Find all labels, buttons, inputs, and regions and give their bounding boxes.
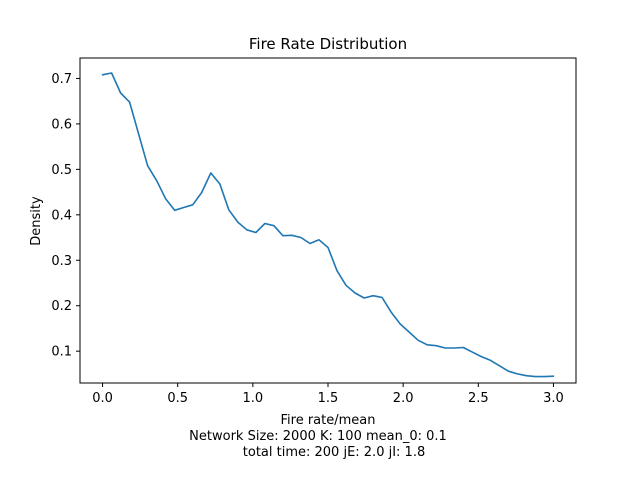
x-axis: 0.0 0.5 1.0 1.5 2.0 2.5 3.0	[92, 383, 564, 406]
note-line-1: Network Size: 2000 K: 100 mean_0: 0.1	[189, 429, 447, 444]
y-tick-label: 0.2	[51, 299, 72, 314]
x-tick-label: 2.0	[393, 391, 414, 406]
x-tick-label: 3.0	[543, 391, 564, 406]
x-tick-label: 0.0	[92, 391, 113, 406]
note-line-2: total time: 200 jE: 2.0 jI: 1.8	[243, 445, 425, 460]
x-axis-label: Fire rate/mean	[281, 413, 376, 428]
y-tick-label: 0.6	[51, 117, 72, 132]
y-tick-label: 0.5	[51, 163, 72, 178]
density-series-line	[101, 72, 555, 378]
y-tick-label: 0.1	[51, 345, 72, 360]
y-tick-label: 0.4	[51, 208, 72, 223]
chart-title: Fire Rate Distribution	[249, 35, 407, 53]
y-tick-label: 0.3	[51, 254, 72, 269]
x-tick-label: 0.5	[167, 391, 188, 406]
y-tick-label: 0.7	[51, 72, 72, 87]
y-axis-label: Density	[29, 196, 44, 246]
x-tick-label: 1.5	[318, 391, 339, 406]
x-tick-label: 2.5	[468, 391, 489, 406]
plot-marks	[101, 72, 555, 378]
x-tick-label: 1.0	[243, 391, 264, 406]
y-axis: 0.1 0.2 0.3 0.4 0.5 0.6 0.7	[51, 72, 80, 360]
